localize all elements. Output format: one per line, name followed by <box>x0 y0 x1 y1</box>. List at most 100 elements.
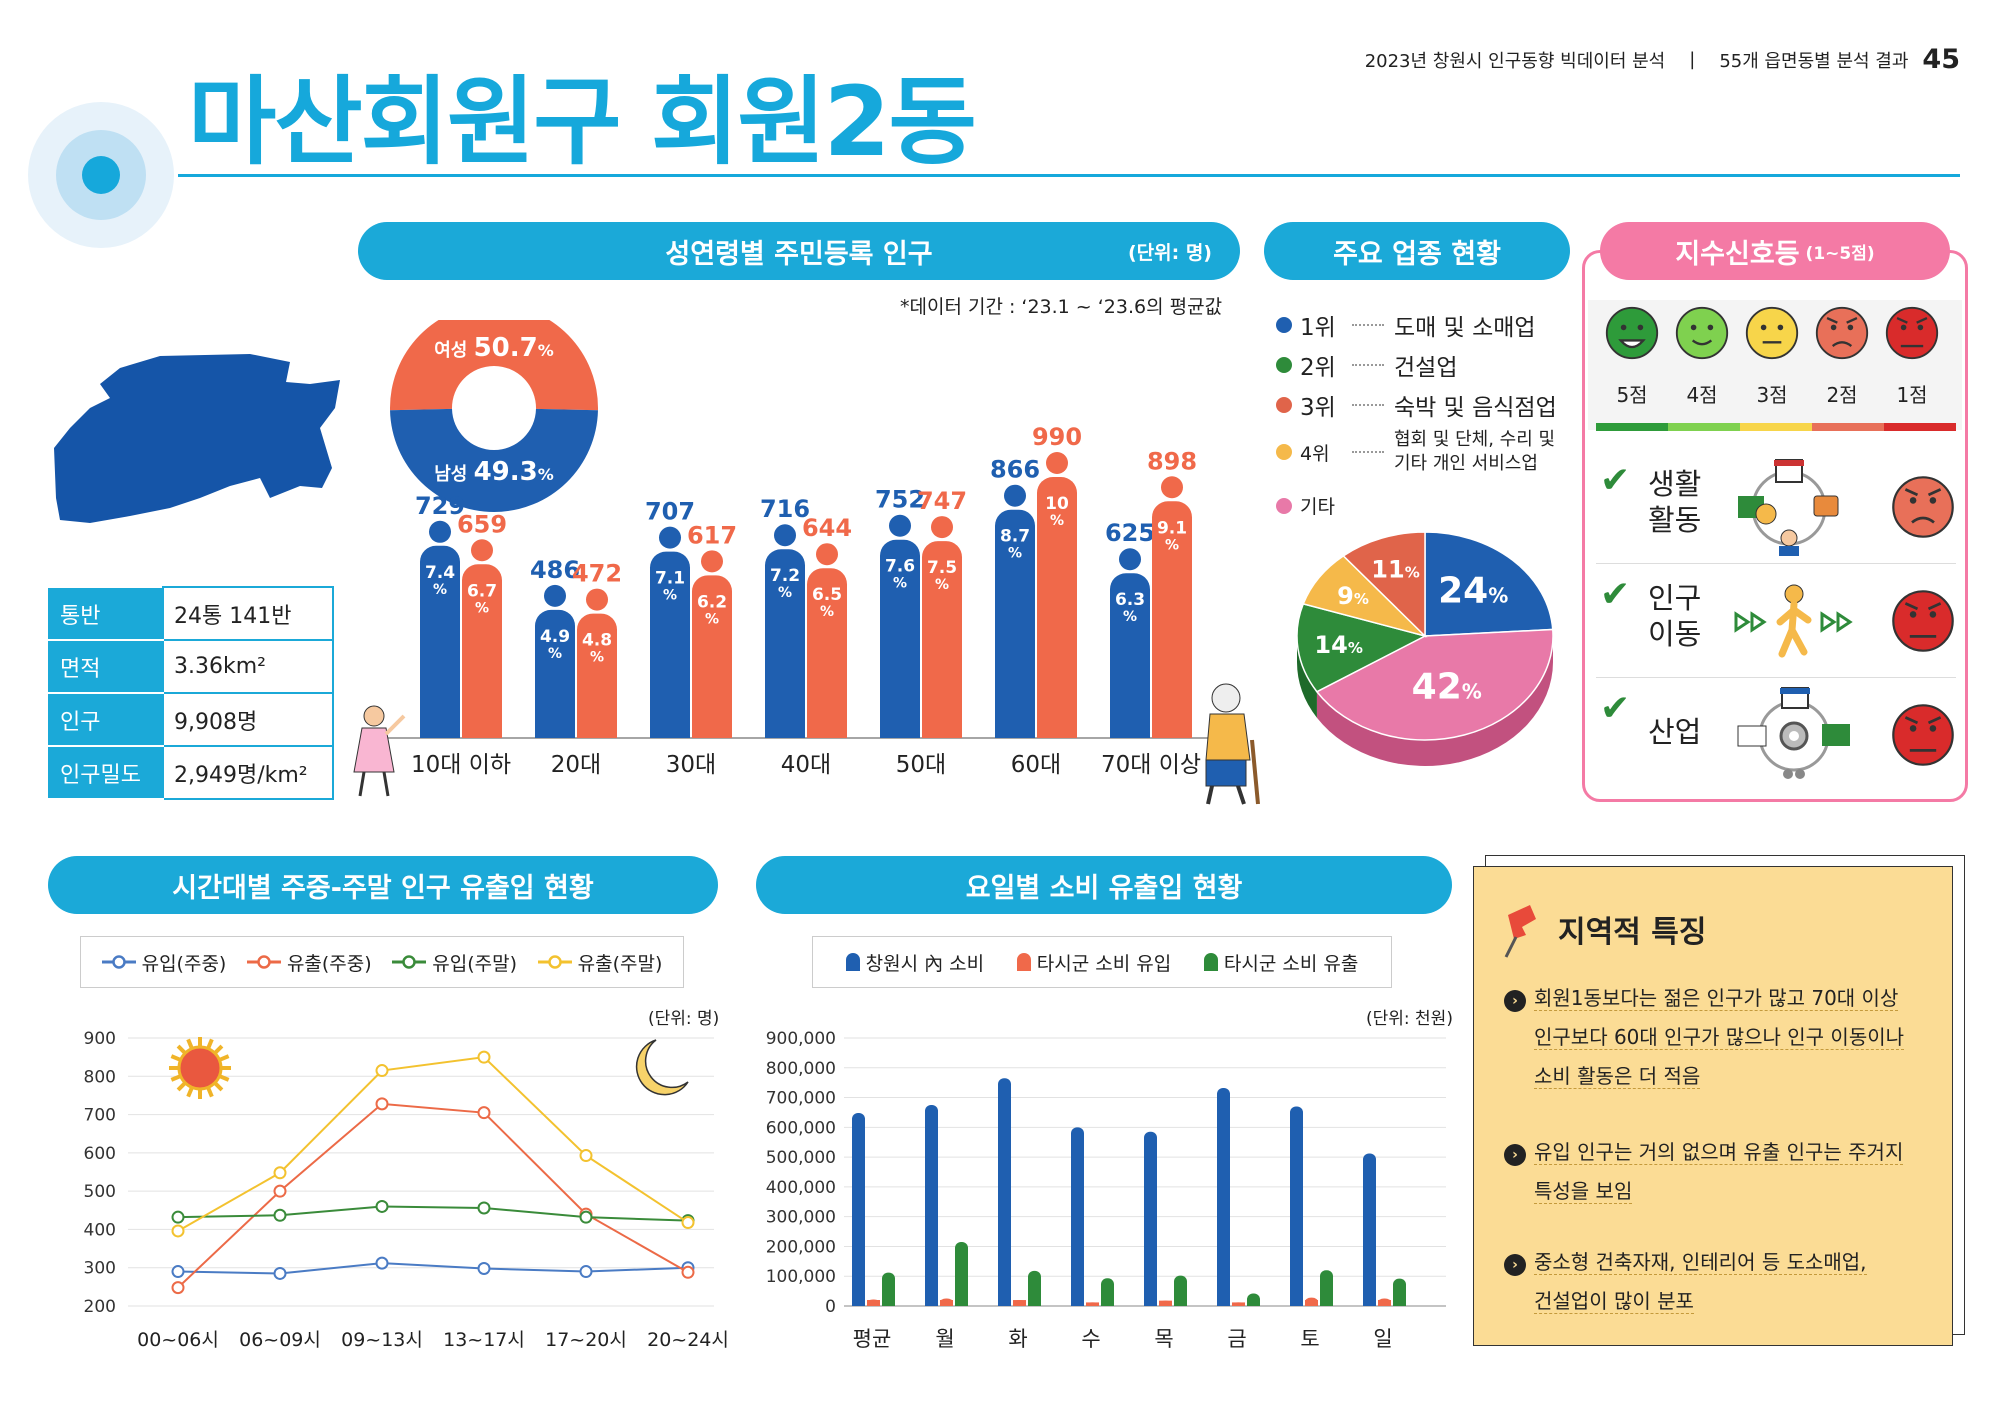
age-bar-head <box>931 516 953 539</box>
age-bar <box>1110 573 1150 738</box>
time-flow-chart: 900 800 700 600 500 400 300 200 00~06시 06~09시 09~1… <box>84 1029 729 1351</box>
pie-slice <box>1424 531 1554 637</box>
moon-icon <box>635 1039 689 1096</box>
legend-industry-name: 도매 및 소매업 <box>1394 315 1536 341</box>
age-pct-unit: % <box>548 646 562 662</box>
time-ytick: 700 <box>84 1106 116 1126</box>
time-series-point <box>171 1281 185 1295</box>
week-bar <box>1320 1270 1333 1306</box>
age-pct-label: 7.1 <box>655 569 685 589</box>
signal-color-bar <box>1740 423 1812 431</box>
info-key: 통반 <box>48 586 164 641</box>
legend-leader <box>1352 451 1384 453</box>
week-bar-base <box>1013 1300 1026 1306</box>
age-pct-unit: % <box>935 577 949 593</box>
age-bar-head <box>774 524 796 547</box>
note-text: 소비 활동은 더 적음 <box>1534 1064 1701 1089</box>
week-bar <box>998 1078 1011 1306</box>
age-bar-base <box>922 708 962 738</box>
age-category-label: 20대 <box>551 752 601 778</box>
time-series-point <box>477 1106 491 1120</box>
time-chart-unit: (단위: 명) <box>648 1009 720 1029</box>
regional-features-box: 지역적 특징 › 회원1동보다는 젊은 인구가 많고 70대 이상 인구보다 60대… <box>1473 866 1953 1346</box>
signal-color-bar <box>1668 423 1740 431</box>
age-pct-label: 6.2 <box>697 592 727 612</box>
pie-slice <box>1342 531 1426 638</box>
signal-section-range: (1~5점) <box>1805 243 1875 264</box>
week-xtick: 금 <box>1227 1327 1246 1351</box>
time-ytick: 400 <box>84 1220 116 1240</box>
age-pct-label: 7.6 <box>885 557 915 577</box>
age-pct-unit: % <box>705 611 719 627</box>
legend-rank: 기타 <box>1300 496 1335 518</box>
age-value-label: 625 <box>1105 519 1155 547</box>
age-bar-base <box>807 708 847 738</box>
age-pct-unit: % <box>1050 513 1064 529</box>
chevron-right-icon: › <box>1504 990 1526 1012</box>
age-bar-base <box>1037 708 1077 738</box>
time-xtick: 09~13시 <box>341 1329 423 1351</box>
check-icon: ✔ <box>1600 574 1631 615</box>
week-section-title: 요일별 소비 유출입 현황 <box>965 872 1243 904</box>
week-bar-base <box>1217 1300 1230 1306</box>
age-category-label: 30대 <box>666 752 716 778</box>
info-value: 2,949명/km² <box>162 745 334 800</box>
info-row: 통반 24통 141반 <box>48 586 334 641</box>
walking-person-icon <box>1734 584 1853 658</box>
week-legend-item: 타시군 소비 유출 <box>1203 949 1358 976</box>
donut-slice-male <box>390 408 598 513</box>
signal-label-line: 산업 <box>1648 715 1702 749</box>
age-bar-head <box>471 539 493 562</box>
age-value-label: 644 <box>802 514 852 542</box>
age-bar <box>880 539 920 738</box>
age-category-label: 40대 <box>781 752 831 778</box>
time-series-point <box>171 1265 185 1279</box>
week-bar <box>852 1113 865 1306</box>
age-pct-unit: % <box>820 604 834 620</box>
week-ytick: 800,000 <box>766 1059 836 1079</box>
legend-leader <box>1352 364 1384 366</box>
chevron-right-icon: › <box>1504 1254 1526 1276</box>
signal-face <box>1890 588 1956 658</box>
industry-icon <box>1737 687 1850 779</box>
age-pct-label: 6.5 <box>812 585 842 605</box>
legend-line-marker <box>392 955 427 969</box>
week-bar <box>882 1272 895 1306</box>
week-bar <box>1144 1131 1157 1306</box>
time-series-point <box>375 1064 389 1078</box>
signal-label: 산업 <box>1648 714 1701 750</box>
age-bar-base <box>462 708 502 738</box>
week-ytick: 400,000 <box>766 1178 836 1198</box>
age-pct-unit: % <box>590 650 604 666</box>
note-line: 인구보다 60대 인구가 많으나 인구 이동이나 <box>1504 1018 1924 1057</box>
week-bar <box>1290 1106 1303 1306</box>
face-icon <box>1605 306 1659 360</box>
donut-slice-female <box>390 320 598 411</box>
legend-industry-name: 협회 및 단체, 수리 및 기타 개인 서비스업 <box>1394 429 1556 474</box>
note-item: › 회원1동보다는 젊은 인구가 많고 70대 이상 인구보다 60대 인구가 많으… <box>1504 979 1924 1096</box>
legend-swatch <box>1016 953 1031 971</box>
age-pct-unit: % <box>663 588 677 604</box>
legend-label: 유출(주말) <box>577 952 663 975</box>
week-chart-unit: (단위: 천원) <box>1366 1009 1453 1029</box>
age-bar <box>922 541 962 738</box>
age-value-label: 486 <box>530 556 580 584</box>
legend-label: 유입(주중) <box>141 952 227 975</box>
legend-swatch <box>845 953 860 971</box>
pie-slice-label: 24% <box>1438 570 1508 611</box>
legend-rank: 4위 <box>1300 442 1330 465</box>
age-pct-label: 4.8 <box>582 631 612 651</box>
age-pct-label: 7.5 <box>927 558 957 578</box>
signal-label-line: 인구 <box>1648 581 1702 615</box>
age-bar-base <box>650 708 690 738</box>
week-bar-base <box>1232 1302 1245 1306</box>
age-category-label: 60대 <box>1011 752 1061 778</box>
week-bar-base <box>1290 1300 1303 1306</box>
legend-industry-name: 숙박 및 음식점업 <box>1394 395 1557 421</box>
week-bar-base <box>1378 1300 1391 1306</box>
week-bar-base <box>1028 1300 1041 1306</box>
legend-label: 타시군 소비 유입 <box>1036 952 1172 975</box>
pie-slice-side <box>1316 636 1553 766</box>
age-bar-head <box>429 520 451 543</box>
time-series-point <box>375 1256 389 1270</box>
